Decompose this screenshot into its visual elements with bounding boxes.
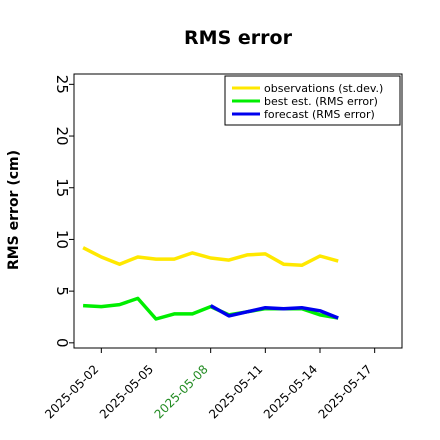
series-layer <box>82 246 339 321</box>
y-axis: 0 5 10 15 20 25 <box>53 75 74 348</box>
series-line-observations <box>82 246 339 268</box>
y-tick-label: 0 <box>53 338 71 348</box>
chart-title: RMS error <box>184 27 293 49</box>
legend: observations (st.dev.) best est. (RMS er… <box>224 75 401 126</box>
y-tick-label: 15 <box>53 178 71 197</box>
y-tick-label: 25 <box>53 75 71 94</box>
x-axis: 2025-05-022025-05-052025-05-082025-05-11… <box>42 348 376 421</box>
legend-label-forecast: forecast (RMS error) <box>264 108 375 121</box>
x-tick-label: 2025-05-14 <box>261 362 320 421</box>
x-tick-label: 2025-05-05 <box>97 362 156 421</box>
series-line-forecast <box>209 304 339 320</box>
x-tick-label: 2025-05-11 <box>206 362 265 421</box>
legend-label-observations: observations (st.dev.) <box>264 82 383 95</box>
y-tick-label: 20 <box>53 126 71 145</box>
y-tick-label: 10 <box>53 230 71 249</box>
x-tick-label: 2025-05-08 <box>152 362 211 421</box>
legend-label-best-estimate: best est. (RMS error) <box>264 95 378 108</box>
y-tick-label: 5 <box>53 286 71 296</box>
x-tick-label: 2025-05-17 <box>316 362 375 421</box>
y-axis-label: RMS error (cm) <box>6 150 22 270</box>
plot-area-frame <box>73 73 403 349</box>
x-tick-label: 2025-05-02 <box>42 362 101 421</box>
